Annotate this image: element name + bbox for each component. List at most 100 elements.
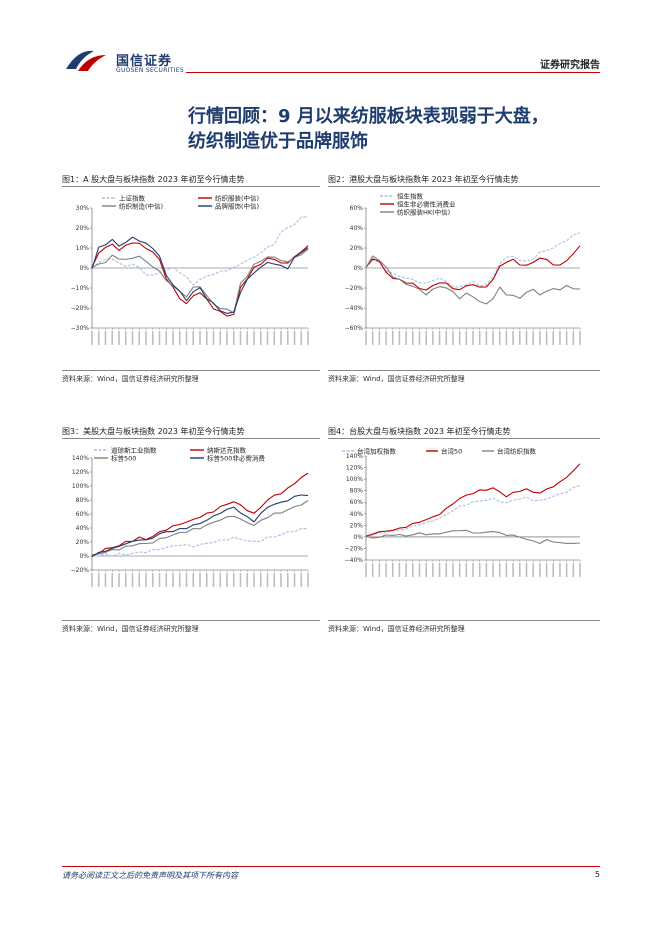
series-line-1 xyxy=(91,527,309,557)
legend-label: 台湾纺织指数 xyxy=(497,446,537,455)
legend-label: 品牌服饰(中信) xyxy=(215,201,259,210)
x-tick-label-mark xyxy=(512,563,514,577)
x-tick-label-mark xyxy=(452,331,454,345)
y-tick-label: 40% xyxy=(350,225,364,232)
x-tick-label-mark xyxy=(579,331,581,345)
x-tick-label-mark xyxy=(438,563,441,577)
x-tick-label-mark xyxy=(559,563,561,577)
legend-label: 纳斯达克指数 xyxy=(207,445,247,454)
x-tick-label-mark xyxy=(365,563,367,577)
x-tick-label-mark xyxy=(485,331,488,345)
figure-4-source: 资料来源：Wind，国信证券经济研究所整理 xyxy=(328,625,465,633)
x-tick-label-mark xyxy=(246,573,249,587)
legend-label: 纺织制造(中信) xyxy=(119,201,163,210)
x-tick-label-mark xyxy=(199,331,201,345)
x-tick-label-mark xyxy=(472,563,474,577)
series-line-2 xyxy=(91,242,309,317)
x-tick-label-mark xyxy=(111,331,114,345)
figure-2-source: 资料来源：Wind，国信证券经济研究所整理 xyxy=(328,375,465,383)
x-tick-label-mark xyxy=(391,563,394,577)
x-tick-label-mark xyxy=(97,573,100,587)
figure-4-chart: 140% 120% 100% 80% 60% 40% 20% 0% −20% −40% 台湾加权指数… xyxy=(342,446,581,577)
x-tick-label-mark xyxy=(259,573,262,587)
y-tick-label: 0% xyxy=(353,265,363,272)
y-tick-label: 40% xyxy=(76,525,90,532)
x-tick-label-mark xyxy=(259,331,262,345)
x-tick-label-mark xyxy=(418,331,421,345)
x-tick-label-mark xyxy=(253,331,255,345)
series-line-1 xyxy=(365,232,581,288)
legend-label: 恒生非必需性消费业 xyxy=(397,199,456,208)
x-tick-label-mark xyxy=(398,331,401,345)
series-line-3 xyxy=(365,255,581,305)
x-tick-label-mark xyxy=(145,573,147,587)
x-tick-label-mark xyxy=(505,331,508,345)
x-tick-label-mark xyxy=(273,573,276,587)
x-tick-label-mark xyxy=(579,563,581,577)
x-tick-label-mark xyxy=(565,563,568,577)
figure-2-caption: 图2：港股大盘与板块指数年 2023 年初至今行情走势 xyxy=(328,175,519,184)
y-tick-label: 140% xyxy=(72,455,89,462)
figure-4-caption: 图4：台股大盘与板块指数 2023 年初至今行情走势 xyxy=(328,427,511,436)
x-tick-label-mark xyxy=(572,563,575,577)
x-tick-label-mark xyxy=(432,563,434,577)
x-tick-label-mark xyxy=(178,573,181,587)
y-tick-label: 0% xyxy=(79,553,89,560)
x-tick-label-mark xyxy=(525,331,528,345)
x-tick-label-mark xyxy=(212,573,215,587)
y-tick-label: 60% xyxy=(350,499,364,506)
x-tick-label-mark xyxy=(178,331,181,345)
x-tick-label-mark xyxy=(253,573,255,587)
y-tick-label: −30% xyxy=(71,325,90,332)
x-tick-label-mark xyxy=(145,331,147,345)
y-tick-label: 40% xyxy=(350,511,364,518)
x-tick-label-mark xyxy=(91,573,93,587)
x-tick-label-mark xyxy=(118,331,120,345)
footer-divider xyxy=(62,866,600,867)
figure-3-top-rule xyxy=(62,438,320,439)
x-tick-label-mark xyxy=(365,331,367,345)
x-tick-label-mark xyxy=(505,563,508,577)
x-tick-label-mark xyxy=(199,573,201,587)
figure-2-chart: 60% 40% 20% 0% −20% −40% −60% 恒生指数恒生非必需性消费业纺织服装… xyxy=(345,191,581,345)
legend-label: 纺织服装(中信) xyxy=(215,193,259,202)
series-line-2 xyxy=(365,463,581,537)
x-tick-label-mark xyxy=(425,563,427,577)
x-tick-label-mark xyxy=(273,331,276,345)
x-tick-label-mark xyxy=(280,573,282,587)
x-tick-label-mark xyxy=(219,573,222,587)
series-line-3 xyxy=(365,529,581,545)
x-tick-label-mark xyxy=(118,573,120,587)
y-tick-label: 10% xyxy=(76,245,90,252)
y-tick-label: 20% xyxy=(350,522,364,529)
legend-label: 恒生指数 xyxy=(397,191,424,200)
x-tick-label-mark xyxy=(104,573,107,587)
series-line-4 xyxy=(91,236,309,314)
x-tick-label-mark xyxy=(151,573,154,587)
x-tick-label-mark xyxy=(545,563,548,577)
x-tick-label-mark xyxy=(124,331,127,345)
figure-1-source: 资料来源：Wind，国信证券经济研究所整理 xyxy=(62,375,199,383)
legend-label: 标普500非必需消费 xyxy=(207,453,265,462)
legend-label: 纺织服装HK(中信) xyxy=(397,207,450,216)
figure-2-top-rule xyxy=(328,186,600,187)
y-tick-label: −40% xyxy=(345,557,364,564)
x-tick-label-mark xyxy=(307,331,309,345)
x-tick-label-mark xyxy=(492,563,494,577)
x-tick-label-mark xyxy=(452,563,454,577)
x-tick-label-mark xyxy=(519,331,521,345)
x-tick-label-mark xyxy=(405,331,407,345)
y-tick-label: −20% xyxy=(71,305,90,312)
x-tick-label-mark xyxy=(498,331,501,345)
legend-label: 台湾加权指数 xyxy=(357,446,397,455)
page-header: 国信证券 GUOSEN SECURITIES 证券研究报告 xyxy=(0,0,662,80)
x-tick-label-mark xyxy=(226,573,228,587)
y-tick-label: 20% xyxy=(76,225,90,232)
figure-2-bottom-rule xyxy=(328,370,600,371)
y-tick-label: 120% xyxy=(72,469,89,476)
x-tick-label-mark xyxy=(205,573,208,587)
legend-label: 道琼斯工业指数 xyxy=(111,445,157,454)
x-tick-label-mark xyxy=(425,331,427,345)
x-tick-label-mark xyxy=(131,331,134,345)
y-tick-label: 60% xyxy=(350,205,364,212)
